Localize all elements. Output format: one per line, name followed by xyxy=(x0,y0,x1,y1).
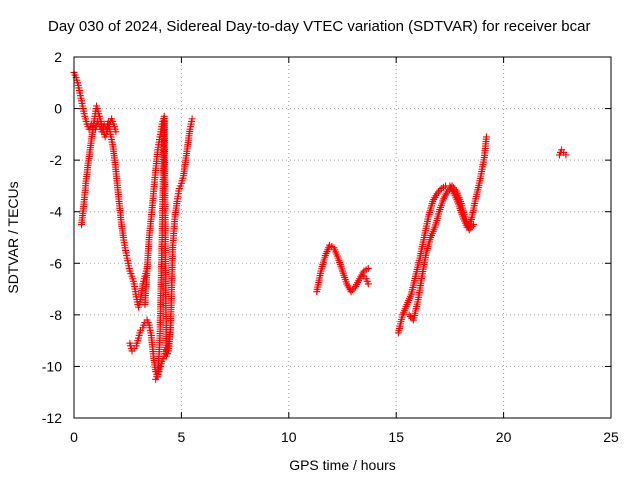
x-tick-label: 10 xyxy=(281,429,297,445)
x-tick-label: 5 xyxy=(178,429,186,445)
data-point xyxy=(562,151,570,159)
data-points xyxy=(70,68,570,383)
chart-title: Day 030 of 2024, Sidereal Day-to-day VTE… xyxy=(48,18,591,35)
y-tick-label: -8 xyxy=(50,307,63,323)
data-series xyxy=(313,241,372,296)
y-tick-label: 0 xyxy=(54,101,62,117)
y-tick-label: -2 xyxy=(50,152,63,168)
x-tick-label: 25 xyxy=(603,429,619,445)
y-tick-label: -10 xyxy=(42,358,62,374)
data-series xyxy=(555,146,570,159)
axis-ticks xyxy=(73,56,612,419)
y-axis-label: SDTVAR / TECUs xyxy=(5,181,21,293)
data-point xyxy=(364,280,372,288)
data-point xyxy=(451,185,459,193)
data-point xyxy=(364,264,372,272)
data-series xyxy=(152,324,175,383)
x-axis-label: GPS time / hours xyxy=(289,457,396,473)
data-series xyxy=(394,133,490,337)
grid-lines xyxy=(74,57,611,418)
y-tick-label: 2 xyxy=(54,49,62,65)
data-point xyxy=(112,128,120,136)
plot-frame xyxy=(73,56,612,419)
data-point xyxy=(482,133,490,141)
y-tick-label: -4 xyxy=(50,204,63,220)
data-point xyxy=(470,221,478,229)
data-point xyxy=(468,222,476,230)
x-tick-label: 20 xyxy=(496,429,512,445)
data-point xyxy=(167,324,175,332)
x-tick-label: 0 xyxy=(70,429,78,445)
data-point xyxy=(436,186,444,194)
y-tick-label: -12 xyxy=(42,410,62,426)
data-point xyxy=(188,115,196,123)
data-series xyxy=(405,182,478,324)
x-tick-label: 15 xyxy=(388,429,404,445)
data-point xyxy=(350,284,358,292)
y-tick-label: -6 xyxy=(50,255,63,271)
data-series xyxy=(78,102,120,229)
data-series xyxy=(360,272,372,288)
